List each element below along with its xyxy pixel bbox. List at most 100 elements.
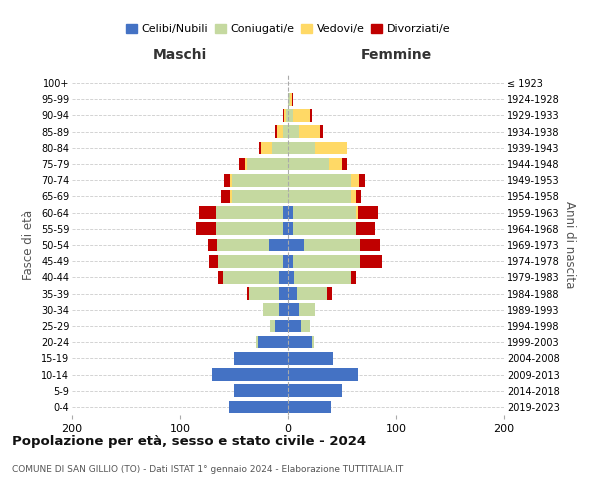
- Bar: [212, 368, 288, 381]
- Bar: [245, 158, 247, 170]
- Bar: [288, 384, 342, 397]
- Bar: [288, 206, 293, 219]
- Bar: [239, 158, 245, 170]
- Bar: [299, 304, 315, 316]
- Bar: [299, 126, 320, 138]
- Bar: [288, 320, 301, 332]
- Bar: [258, 336, 288, 348]
- Bar: [356, 190, 361, 202]
- Bar: [221, 190, 230, 202]
- Bar: [312, 336, 314, 348]
- Bar: [288, 238, 304, 252]
- Bar: [290, 93, 292, 106]
- Bar: [275, 320, 288, 332]
- Bar: [288, 368, 358, 381]
- Bar: [272, 142, 288, 154]
- Bar: [284, 109, 286, 122]
- Bar: [293, 255, 361, 268]
- Bar: [293, 109, 310, 122]
- Bar: [232, 190, 288, 202]
- Bar: [293, 206, 356, 219]
- Bar: [301, 320, 310, 332]
- Bar: [277, 126, 283, 138]
- Bar: [288, 288, 296, 300]
- Bar: [288, 352, 334, 364]
- Bar: [215, 222, 283, 235]
- Bar: [356, 206, 358, 219]
- Bar: [275, 126, 277, 138]
- Bar: [230, 174, 232, 186]
- Bar: [288, 190, 350, 202]
- Bar: [269, 320, 275, 332]
- Bar: [288, 271, 295, 283]
- Bar: [361, 255, 382, 268]
- Bar: [356, 222, 376, 235]
- Bar: [288, 142, 315, 154]
- Bar: [208, 238, 217, 252]
- Bar: [263, 304, 280, 316]
- Bar: [310, 109, 312, 122]
- Bar: [288, 126, 299, 138]
- Bar: [329, 158, 342, 170]
- Bar: [288, 400, 331, 413]
- Bar: [315, 142, 347, 154]
- Text: Popolazione per età, sesso e stato civile - 2024: Popolazione per età, sesso e stato civil…: [12, 435, 366, 448]
- Bar: [218, 271, 223, 283]
- Bar: [288, 93, 290, 106]
- Bar: [229, 400, 288, 413]
- Bar: [350, 271, 356, 283]
- Bar: [247, 288, 249, 300]
- Bar: [292, 93, 293, 106]
- Bar: [350, 190, 356, 202]
- Text: COMUNE DI SAN GILLIO (TO) - Dati ISTAT 1° gennaio 2024 - Elaborazione TUTTITALIA: COMUNE DI SAN GILLIO (TO) - Dati ISTAT 1…: [12, 465, 403, 474]
- Bar: [293, 222, 356, 235]
- Bar: [288, 158, 329, 170]
- Bar: [296, 288, 327, 300]
- Y-axis label: Fasce di età: Fasce di età: [22, 210, 35, 280]
- Bar: [283, 255, 288, 268]
- Bar: [327, 288, 332, 300]
- Bar: [218, 255, 283, 268]
- Bar: [342, 158, 347, 170]
- Bar: [234, 384, 288, 397]
- Bar: [283, 109, 284, 122]
- Bar: [288, 222, 293, 235]
- Bar: [288, 336, 312, 348]
- Bar: [223, 271, 280, 283]
- Bar: [283, 222, 288, 235]
- Bar: [288, 174, 350, 186]
- Bar: [259, 142, 261, 154]
- Y-axis label: Anni di nascita: Anni di nascita: [563, 202, 577, 288]
- Bar: [215, 206, 283, 219]
- Bar: [232, 174, 288, 186]
- Bar: [269, 238, 288, 252]
- Bar: [256, 336, 258, 348]
- Bar: [217, 238, 269, 252]
- Bar: [196, 222, 215, 235]
- Bar: [361, 238, 380, 252]
- Bar: [224, 174, 230, 186]
- Legend: Celibi/Nubili, Coniugati/e, Vedovi/e, Divorziati/e: Celibi/Nubili, Coniugati/e, Vedovi/e, Di…: [121, 20, 455, 38]
- Bar: [359, 174, 365, 186]
- Bar: [249, 288, 280, 300]
- Text: Femmine: Femmine: [361, 48, 431, 62]
- Bar: [280, 288, 288, 300]
- Bar: [320, 126, 323, 138]
- Text: Maschi: Maschi: [153, 48, 207, 62]
- Bar: [261, 142, 272, 154]
- Bar: [283, 206, 288, 219]
- Bar: [288, 109, 293, 122]
- Bar: [230, 190, 232, 202]
- Bar: [350, 174, 359, 186]
- Bar: [280, 304, 288, 316]
- Bar: [280, 271, 288, 283]
- Bar: [199, 206, 215, 219]
- Bar: [288, 255, 293, 268]
- Bar: [358, 206, 377, 219]
- Bar: [295, 271, 350, 283]
- Bar: [304, 238, 361, 252]
- Bar: [288, 304, 299, 316]
- Bar: [283, 126, 288, 138]
- Bar: [209, 255, 218, 268]
- Bar: [247, 158, 288, 170]
